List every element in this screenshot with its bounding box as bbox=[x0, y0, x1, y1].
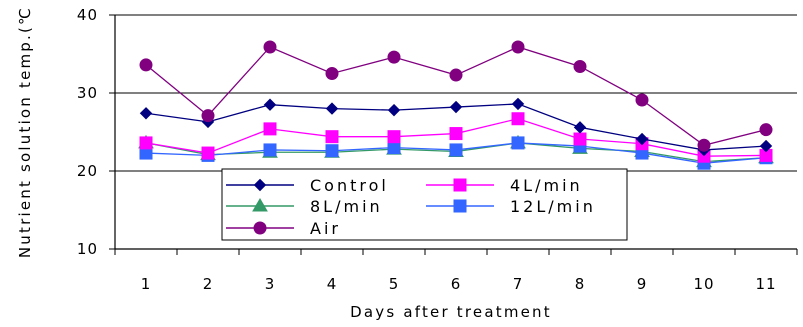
legend-marker bbox=[253, 221, 267, 235]
data-point bbox=[387, 130, 401, 144]
y-tick-label: 30 bbox=[77, 84, 98, 102]
x-axis-title: Days after treatment bbox=[350, 303, 552, 321]
data-point bbox=[387, 50, 401, 64]
legend-item: Air bbox=[226, 219, 341, 238]
x-tick-label: 11 bbox=[755, 275, 776, 293]
legend-item: 4L/min bbox=[426, 176, 583, 195]
data-point bbox=[759, 139, 773, 153]
data-point bbox=[325, 102, 339, 115]
data-point bbox=[511, 40, 525, 54]
legend-item: 8L/min bbox=[226, 197, 383, 216]
series-air bbox=[139, 40, 773, 152]
data-point bbox=[759, 123, 773, 137]
data-series bbox=[138, 40, 774, 170]
y-tick-labels: 10 20 30 40 bbox=[77, 6, 98, 258]
data-point bbox=[263, 122, 277, 136]
y-tick-label: 20 bbox=[77, 162, 98, 180]
data-point bbox=[511, 112, 525, 126]
data-point bbox=[449, 143, 463, 157]
y-tick-label: 40 bbox=[77, 6, 98, 24]
data-point bbox=[263, 98, 277, 111]
data-point bbox=[201, 146, 215, 160]
x-tick-label: 4 bbox=[327, 275, 338, 293]
data-point bbox=[263, 40, 277, 54]
legend-label: 12L/min bbox=[510, 197, 596, 216]
legend-label: Control bbox=[310, 176, 389, 195]
data-point bbox=[387, 141, 401, 155]
x-tick-label: 5 bbox=[389, 275, 400, 293]
x-tick-label: 3 bbox=[265, 275, 276, 293]
data-point bbox=[325, 67, 339, 80]
data-point bbox=[573, 132, 587, 146]
data-point bbox=[449, 68, 463, 82]
data-point bbox=[325, 130, 339, 144]
data-point bbox=[139, 136, 153, 150]
x-tick-labels: 1 2 3 4 5 6 7 8 9 10 11 bbox=[141, 275, 776, 293]
data-point bbox=[139, 107, 153, 120]
data-point bbox=[511, 97, 525, 111]
y-tick-label: 10 bbox=[77, 240, 98, 258]
x-tick-label: 8 bbox=[575, 275, 586, 293]
data-point bbox=[387, 103, 401, 117]
data-point bbox=[573, 59, 587, 73]
data-point bbox=[573, 121, 587, 134]
x-tick-label: 6 bbox=[451, 275, 462, 293]
legend-label: 4L/min bbox=[510, 176, 583, 195]
axes bbox=[114, 15, 798, 255]
legend-item: Control bbox=[226, 176, 389, 195]
series-4l-min bbox=[139, 112, 773, 163]
data-point bbox=[139, 58, 153, 72]
x-tick-label: 7 bbox=[513, 275, 524, 293]
data-point bbox=[635, 93, 649, 107]
legend-item: 12L/min bbox=[426, 197, 596, 216]
x-tick-label: 10 bbox=[693, 275, 714, 293]
legend-marker bbox=[453, 178, 467, 192]
x-tick-label: 9 bbox=[637, 275, 648, 293]
legend-label: 8L/min bbox=[310, 197, 383, 216]
data-point bbox=[449, 127, 463, 141]
y-axis-title: Nutrient solution temp.(℃ bbox=[16, 6, 34, 258]
x-tick-label: 2 bbox=[203, 275, 214, 293]
series-12l-min bbox=[139, 136, 773, 170]
data-point bbox=[263, 143, 277, 157]
x-tick-label: 1 bbox=[141, 275, 152, 293]
data-point bbox=[511, 136, 525, 150]
legend-marker bbox=[453, 199, 467, 213]
legend-marker bbox=[252, 198, 268, 212]
data-point bbox=[697, 138, 711, 152]
legend: Control 4L/min 8L/min 12L/min Air bbox=[221, 168, 628, 241]
legend-marker bbox=[253, 178, 267, 192]
data-point bbox=[635, 132, 649, 146]
data-point bbox=[325, 144, 339, 158]
data-point bbox=[201, 109, 215, 123]
legend-label: Air bbox=[310, 219, 341, 238]
data-point bbox=[449, 100, 463, 114]
